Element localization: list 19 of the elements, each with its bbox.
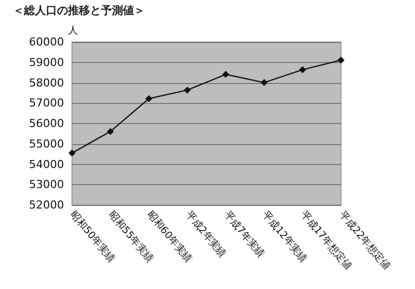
y-tick-label: 55000 — [29, 137, 64, 150]
chart-title: ＜総人口の推移と予測値＞ — [13, 4, 145, 17]
y-tick-label: 56000 — [29, 117, 64, 130]
y-tick-label: 60000 — [29, 36, 64, 48]
y-tick-label: 57000 — [29, 96, 64, 110]
point — [145, 95, 152, 102]
point — [106, 128, 114, 135]
y-tick-label: 59000 — [29, 56, 64, 69]
point — [184, 86, 191, 94]
y-tick-label: 52000 — [29, 198, 64, 212]
point — [260, 79, 268, 86]
point — [338, 56, 344, 64]
y-tick-label: 58000 — [29, 76, 64, 90]
point — [299, 66, 306, 74]
y-axis-title: 人 — [68, 26, 78, 36]
y-tick-label: 53000 — [29, 178, 64, 192]
point — [68, 150, 76, 157]
point — [222, 70, 230, 78]
y-tick-label: 54000 — [29, 158, 64, 171]
